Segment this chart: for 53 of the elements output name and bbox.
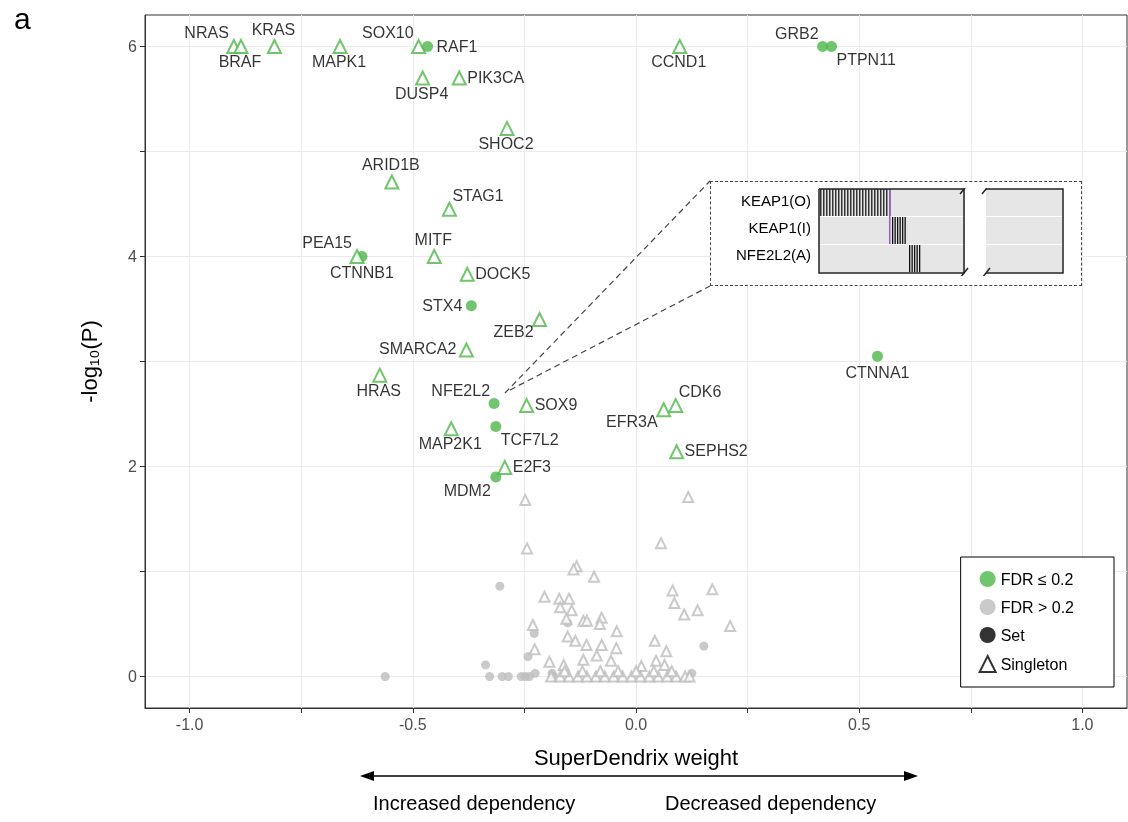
x-axis-title: SuperDendrix weight xyxy=(533,744,739,770)
data-label: EFR3A xyxy=(606,413,658,431)
data-label: SOX10 xyxy=(362,24,414,41)
legend-label: Singleton xyxy=(1000,655,1068,673)
data-label: PIK3CA xyxy=(467,68,525,86)
x-tick-label: 0.0 xyxy=(624,715,648,733)
annotation: KEAP1(O) xyxy=(739,192,811,209)
y-tick-label: 6 xyxy=(128,38,138,55)
data-label: STAG1 xyxy=(452,186,504,204)
data-label: SEPHS2 xyxy=(684,442,748,460)
data-label: SHOC2 xyxy=(478,134,534,152)
y-axis-title: -log₁₀(P) xyxy=(76,320,102,403)
legend-label: FDR > 0.2 xyxy=(1000,598,1075,616)
data-label: PTPN11 xyxy=(836,51,896,68)
data-label: MAPK1 xyxy=(311,53,367,70)
data-label: NRAS xyxy=(184,24,229,41)
data-label: STX4 xyxy=(422,297,463,315)
text: a xyxy=(14,2,31,36)
data-label: E2F3 xyxy=(512,458,552,476)
data-label: CTNNB1 xyxy=(329,264,395,281)
data-label: TCF7L2 xyxy=(500,431,559,449)
data-label: GRB2 xyxy=(775,25,819,42)
data-label: CTNNA1 xyxy=(845,363,910,381)
text: Decreased dependency xyxy=(665,792,877,815)
y-tick-label: 2 xyxy=(128,458,138,475)
data-label: PEA15 xyxy=(302,234,353,251)
data-label: SMARCA2 xyxy=(379,340,457,358)
data-label: MITF xyxy=(414,231,453,248)
x-tick-label: 0.5 xyxy=(848,715,871,733)
text: Increased dependency xyxy=(373,792,576,815)
y-tick-label: 0 xyxy=(128,668,138,685)
legend-label: FDR ≤ 0.2 xyxy=(1000,570,1074,588)
annotation: NFE2L2(A) xyxy=(734,246,811,263)
y-tick-label: 4 xyxy=(128,248,138,265)
legend-label: Set xyxy=(1000,626,1026,644)
x-tick-label: -0.5 xyxy=(399,715,427,733)
data-label: ZEB2 xyxy=(493,323,534,340)
data-label: CDK6 xyxy=(678,383,722,401)
x-tick-label: -1.0 xyxy=(175,715,204,733)
data-label: NFE2L2 xyxy=(431,382,491,399)
data-label: ARID1B xyxy=(361,156,420,174)
data-label: CCND1 xyxy=(651,53,707,70)
data-label: DUSP4 xyxy=(394,84,449,102)
x-tick-label: 1.0 xyxy=(1071,715,1094,733)
data-label: MDM2 xyxy=(443,481,491,499)
data-label: HRAS xyxy=(356,381,402,399)
data-label: KRAS xyxy=(251,21,296,38)
annotation: KEAP1(I) xyxy=(747,219,811,236)
data-label: MAP2K1 xyxy=(418,435,482,453)
data-label: DOCK5 xyxy=(475,264,531,282)
data-label: RAF1 xyxy=(436,38,478,55)
data-label: SOX9 xyxy=(534,396,578,414)
data-label: BRAF xyxy=(218,53,262,70)
